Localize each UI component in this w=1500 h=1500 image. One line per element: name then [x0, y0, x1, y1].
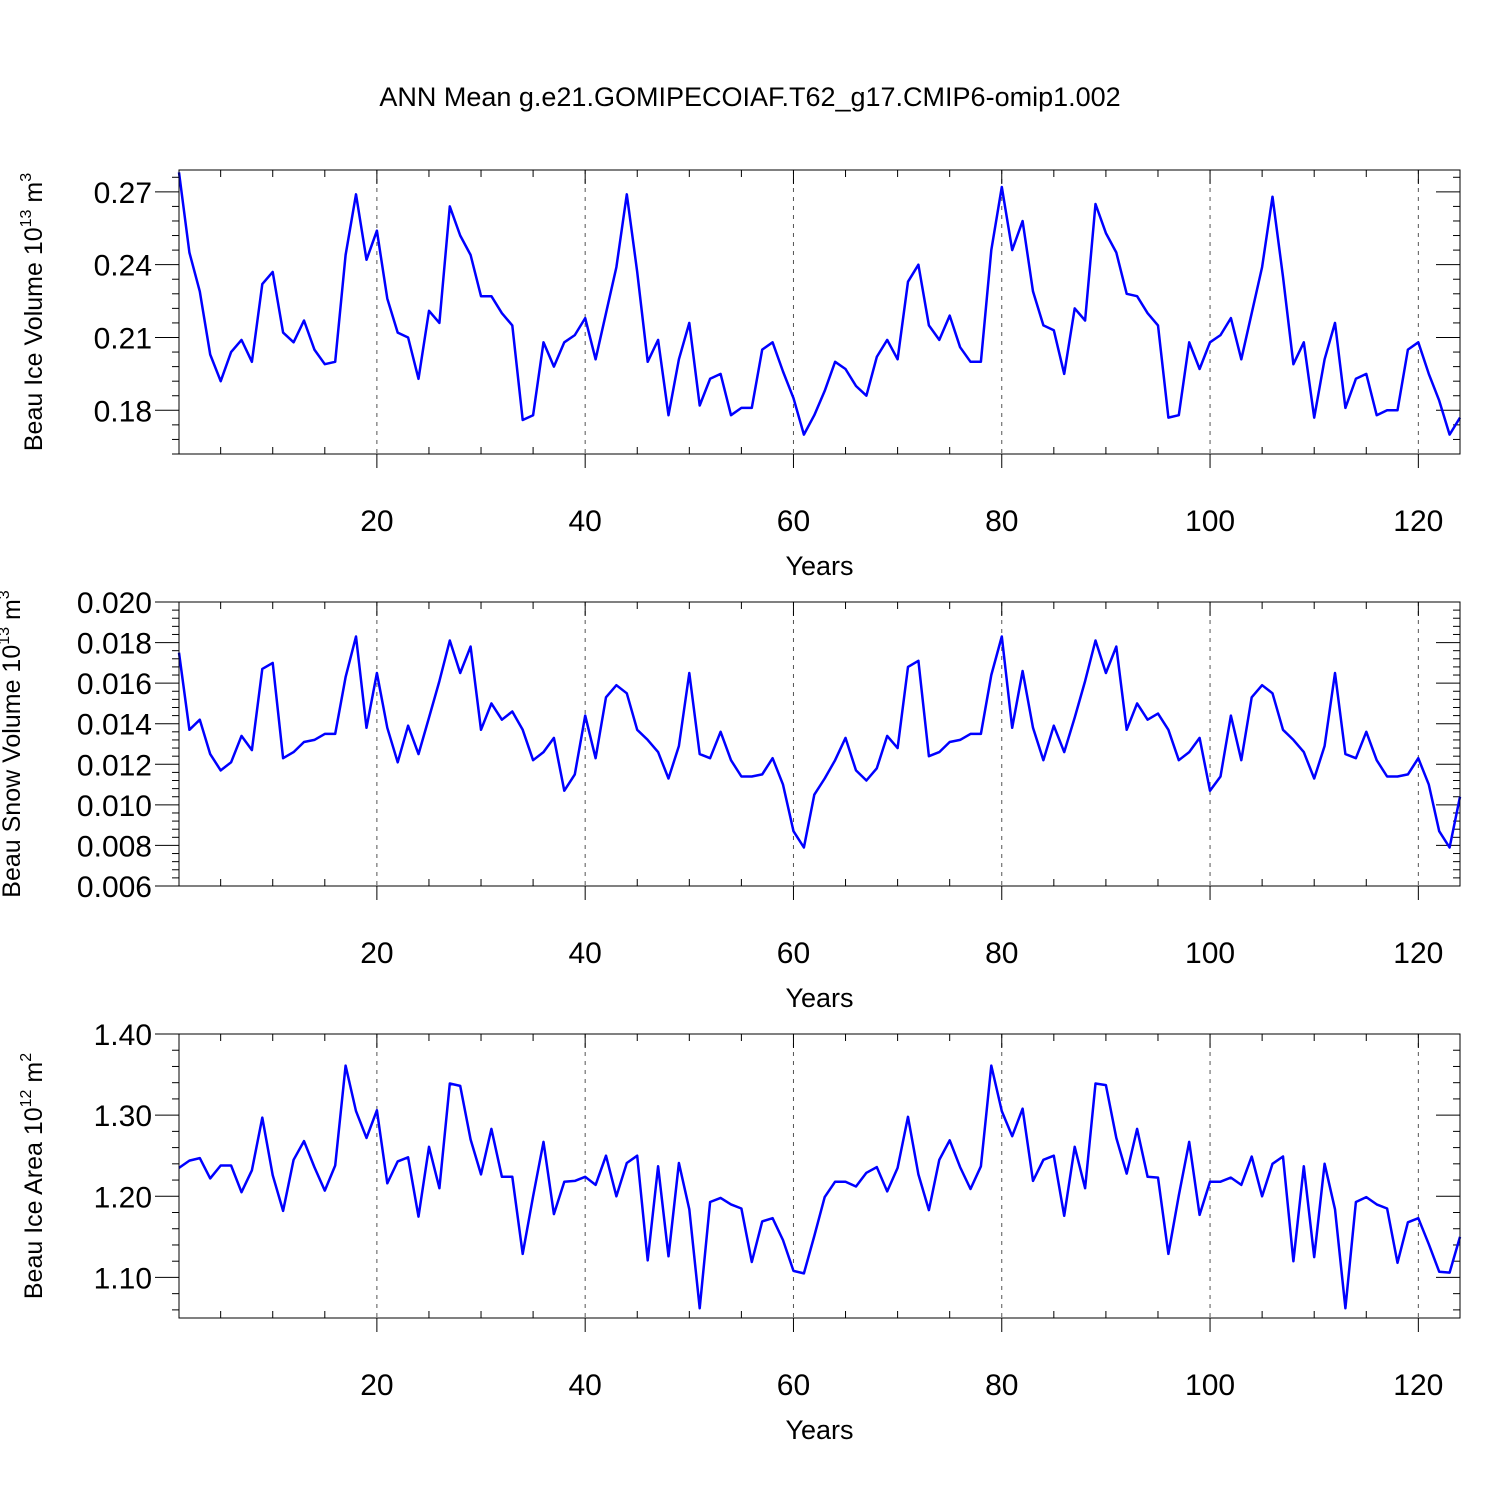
y-label-text: Beau Ice Volume 10 [20, 227, 48, 451]
x-tick-label: 80 [985, 937, 1018, 970]
x-axis-label: Years [785, 983, 853, 1013]
plot-frame [178, 601, 1461, 887]
data-series-line [178, 1064, 1462, 1310]
y-axis-label: Beau Ice Area 1012 m2 [18, 1053, 48, 1299]
y-tick-label: 0.24 [94, 250, 152, 283]
x-tick-label: 20 [360, 937, 393, 970]
x-tick-label: 100 [1185, 1369, 1235, 1402]
y-tick-label: 0.21 [94, 322, 152, 355]
y-label-text: Beau Snow Volume 10 [0, 645, 26, 898]
x-tick-label: 20 [360, 505, 393, 538]
x-tick-label: 120 [1393, 505, 1443, 538]
y-label-exponent: 12 [18, 1089, 35, 1107]
y-axis-label: Beau Snow Volume 1013 m3 [0, 590, 26, 898]
x-axis-label: Years [785, 1415, 853, 1445]
y-label-unit: m [20, 1062, 48, 1090]
y-label-exponent: 13 [18, 209, 35, 227]
y-label-unit: m [0, 599, 26, 627]
y-tick-label: 0.010 [77, 790, 152, 823]
data-series-line [177, 635, 1462, 849]
x-tick-label: 80 [985, 1369, 1018, 1402]
panel-2: 20 40 60 80 100 120 0.006 0.008 0.010 0.012 0.014 0… [0, 587, 1462, 1013]
x-tick-label: 100 [1185, 505, 1235, 538]
x-tick-label: 60 [777, 1369, 810, 1402]
y-tick-label: 0.016 [77, 668, 152, 701]
y-tick-label: 0.18 [94, 395, 152, 428]
y-tick-label: 1.30 [94, 1100, 152, 1133]
plot-frame [178, 169, 1461, 455]
x-axis-label: Years [785, 551, 853, 581]
y-tick-label: 0.020 [77, 587, 152, 620]
chart-title: ANN Mean g.e21.GOMIPECOIAF.T62_g17.CMIP6… [379, 82, 1120, 112]
x-tick-label: 40 [568, 1369, 601, 1402]
x-tick-label: 80 [985, 505, 1018, 538]
y-tick-label: 1.40 [94, 1019, 152, 1052]
y-label-exponent: 13 [0, 627, 13, 645]
y-tick-label: 0.008 [77, 830, 152, 863]
plot-frame [178, 1033, 1461, 1319]
data-series-line [177, 172, 1462, 436]
x-tick-label: 40 [568, 505, 601, 538]
y-label-unit-exponent: 3 [0, 590, 13, 599]
y-tick-label: 0.27 [94, 177, 152, 210]
x-tick-label: 60 [777, 505, 810, 538]
y-tick-label: 0.014 [77, 709, 152, 742]
panel-3: 20 40 60 80 100 120 1.10 1.20 1.30 1.40 Years Beau … [18, 1019, 1462, 1445]
y-tick-label: 1.10 [94, 1262, 152, 1295]
y-label-unit-exponent: 3 [18, 173, 35, 182]
x-tick-label: 60 [777, 937, 810, 970]
y-label-unit-exponent: 2 [18, 1053, 35, 1062]
y-tick-label: 1.20 [94, 1181, 152, 1214]
x-tick-label: 20 [360, 1369, 393, 1402]
y-tick-label: 0.006 [77, 871, 152, 904]
y-axis-label: Beau Ice Volume 1013 m3 [18, 173, 48, 451]
y-tick-label: 0.012 [77, 749, 152, 782]
x-tick-label: 120 [1393, 1369, 1443, 1402]
y-label-unit: m [20, 182, 48, 210]
y-tick-label: 0.018 [77, 628, 152, 661]
y-label-text: Beau Ice Area 10 [20, 1107, 48, 1299]
x-tick-label: 40 [568, 937, 601, 970]
panel-1: 20 40 60 80 100 120 0.18 0.21 0.24 0.27 Years Beau … [18, 169, 1462, 581]
x-tick-label: 100 [1185, 937, 1235, 970]
x-tick-label: 120 [1393, 937, 1443, 970]
